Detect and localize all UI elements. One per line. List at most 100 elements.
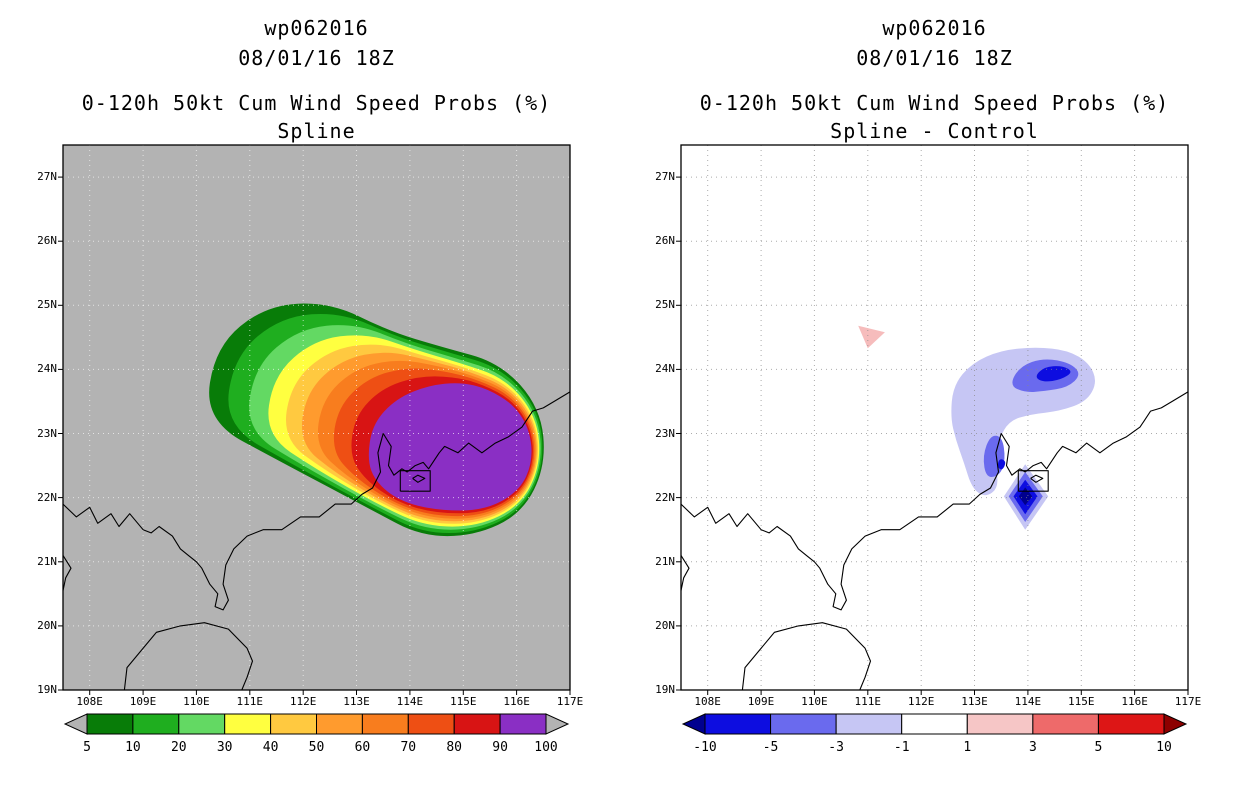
lat-tick-label: 24N [655,362,675,376]
colorbar-right-arrow [1163,713,1188,735]
lat-tick-label: 23N [655,426,675,440]
lat-tick-label: 24N [37,362,57,376]
lat-tick-label: 25N [37,298,57,312]
lon-tick-label: 114E [1014,695,1042,708]
storm-id-title: wp062016 [882,16,987,40]
lon-tick-label: 108E [76,695,103,708]
colorbar-box [770,713,837,735]
lon-tick-label: 116E [503,695,530,708]
coastline-path [680,391,1189,611]
colorbar-label: 60 [355,740,371,755]
coastline-path [1017,470,1049,492]
lon-tick-label: 111E [236,695,264,708]
lon-tick-label: 115E [1068,695,1095,708]
map-svg [58,144,571,695]
colorbar-label: 5 [83,740,91,755]
colorbar-box [499,713,547,735]
diff-feature-pos-1-3-triangle [858,325,885,349]
colorbar-label: 90 [492,740,508,755]
lon-tick-label: 109E [129,695,157,708]
field-subtitle: 0-120h 50kt Cum Wind Speed Probs (%) [81,91,552,115]
colorbar-box [1097,713,1165,735]
colorbar-box [178,713,226,735]
colorbar-label: -10 [693,740,716,755]
colorbar-box [966,713,1034,735]
colorbar-label: 10 [125,740,141,755]
lon-tick-label: 110E [183,695,210,708]
colorbar-label: -3 [828,740,844,755]
lon-tick-label: 111E [854,695,882,708]
lon-tick-label: 116E [1121,695,1148,708]
colorbar-box [224,713,272,735]
init-time-title: 08/01/16 18Z [238,46,395,70]
panel-spline: wp062016 08/01/16 18Z 0-120h 50kt Cum Wi… [37,16,584,755]
lat-tick-label: 27N [37,170,57,184]
colorbar-box [132,713,180,735]
colorbar-label: 100 [534,740,557,755]
lat-tick-label: 23N [37,426,57,440]
lat-tick-label: 21N [655,554,675,568]
lon-tick-label: 115E [450,695,477,708]
panel-spline-minus-control: wp062016 08/01/16 18Z 0-120h 50kt Cum Wi… [618,0,1236,800]
colorbar-box [453,713,501,735]
colorbar-box [901,713,968,735]
lon-tick-label: 113E [343,695,370,708]
lat-tick-label: 19N [37,683,57,696]
coastline-path [123,622,254,691]
probability-colorbar: 5 10 20 30 40 50 60 70 80 90 100 [63,713,570,755]
lon-tick-label: 117E [556,695,584,708]
method-subtitle: Spline - Control [830,119,1039,143]
colorbar-label: 3 [1029,740,1037,755]
diff-feature-neg-5-10-dot [997,459,1006,470]
coastline-path [741,622,872,691]
colorbar-label: 50 [309,740,325,755]
colorbar-box [835,713,903,735]
lat-tick-label: 27N [655,170,675,184]
lon-tick-label: 113E [961,695,988,708]
method-subtitle: Spline [277,119,356,143]
colorbar-box [1032,713,1099,735]
map-frame [62,144,571,691]
storm-id-title: wp062016 [264,16,369,40]
coastline-path [399,470,431,492]
map-svg [676,144,1189,695]
map-frame [680,144,1189,691]
lat-tick-label: 22N [655,490,675,504]
lon-tick-label: 109E [747,695,775,708]
lon-tick-label: 117E [1174,695,1202,708]
difference-map: 19N 20N 21N 22N 23N 24N 25N 26N 27N 108E 109E 110E 1… [655,144,1201,708]
colorbar-left-arrow [63,713,88,735]
colorbar-label: 40 [263,740,279,755]
colorbar-left-arrow [681,713,706,735]
init-time-title: 08/01/16 18Z [856,46,1013,70]
lat-tick-label: 19N [655,683,675,696]
coastline-path [62,555,72,591]
colorbar-box [270,713,318,735]
lat-tick-label: 20N [655,618,675,632]
lat-tick-label: 26N [37,234,57,248]
diff-feature-neg-5-10-top-streak [1036,366,1071,382]
colorbar-label: 1 [963,740,971,755]
lon-tick-label: 108E [694,695,721,708]
lon-tick-label: 110E [801,695,828,708]
coastline-path [62,391,571,611]
colorbar-label: 5 [1095,740,1103,755]
colorbar-label: 70 [400,740,416,755]
colorbar-box [86,713,134,735]
map-background [681,145,1188,690]
lon-tick-label: 112E [289,695,317,708]
colorbar-box [407,713,455,735]
difference-colorbar: -10 -5 -3 -1 1 3 5 10 [681,713,1188,755]
colorbar-label: -5 [763,740,779,755]
lat-tick-label: 20N [37,618,57,632]
lon-tick-label: 112E [907,695,935,708]
colorbar-box [704,713,772,735]
coastline-path [412,474,426,483]
colorbar-label: -1 [894,740,910,755]
lon-tick-label: 114E [396,695,424,708]
coastline-path [680,555,690,591]
lat-tick-label: 26N [655,234,675,248]
colorbar-label: 10 [1156,740,1172,755]
colorbar-label: 30 [217,740,233,755]
